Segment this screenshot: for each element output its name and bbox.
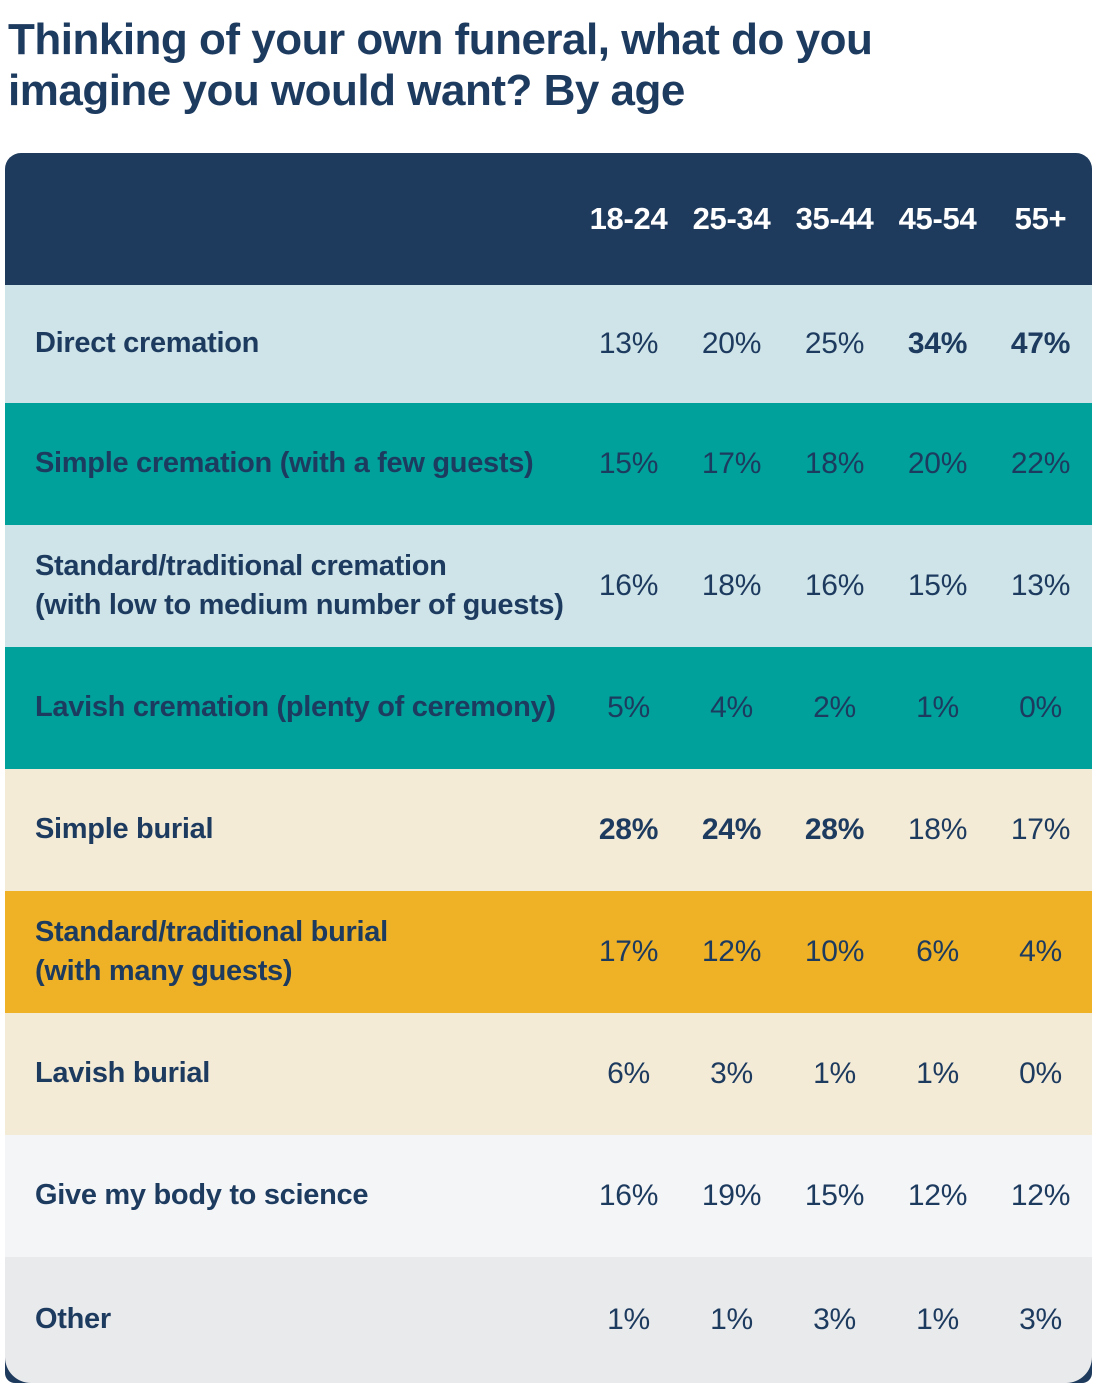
value-cell: 20%	[907, 446, 968, 480]
column-header-25-34: 25-34	[692, 200, 771, 236]
value-cell: 1%	[710, 1302, 753, 1336]
table-row-lavish-burial: Lavish burial 6% 3% 1% 1% 0%	[5, 1012, 1092, 1135]
value-cell: 3%	[813, 1302, 856, 1336]
table-row-standard-cremation: Standard/traditional cremation (with low…	[5, 524, 1092, 647]
value-cell: 25%	[804, 326, 865, 360]
value-cell: 2%	[813, 690, 856, 724]
value-cell: 13%	[598, 326, 659, 360]
value-cell: 34%	[907, 326, 968, 360]
value-cell: 17%	[1010, 812, 1071, 846]
value-cell: 1%	[916, 1302, 959, 1336]
value-cell: 18%	[804, 446, 865, 480]
column-header-35-44: 35-44	[795, 200, 874, 236]
value-cell: 12%	[1010, 1178, 1071, 1212]
table-row-other: Other 1% 1% 3% 1% 3%	[5, 1256, 1092, 1383]
value-cell: 16%	[598, 1178, 659, 1212]
funeral-preferences-table: 18-24 25-34 35-44 45-54 55+ Direct crema…	[5, 152, 1092, 1383]
row-label: Give my body to science	[35, 1179, 369, 1212]
column-header-55plus: 55+	[1014, 200, 1067, 236]
value-cell: 18%	[701, 568, 762, 602]
value-cell: 0%	[1019, 690, 1062, 724]
value-cell: 17%	[701, 446, 762, 480]
row-label: Standard/traditional burial (with many g…	[35, 915, 388, 987]
row-label: Lavish cremation (plenty of ceremony)	[35, 691, 556, 724]
value-cell: 19%	[701, 1178, 762, 1212]
table-row-lavish-cremation: Lavish cremation (plenty of ceremony) 5%…	[5, 646, 1092, 769]
table-header-row: 18-24 25-34 35-44 45-54 55+	[5, 153, 1092, 285]
value-cell: 47%	[1010, 326, 1071, 360]
column-header-18-24: 18-24	[589, 200, 668, 236]
value-cell: 13%	[1010, 568, 1071, 602]
value-cell: 3%	[710, 1056, 753, 1090]
value-cell: 12%	[907, 1178, 968, 1212]
row-label: Standard/traditional cremation (with low…	[35, 549, 564, 621]
page-title: Thinking of your own funeral, what do yo…	[8, 15, 873, 116]
value-cell: 16%	[598, 568, 659, 602]
row-label: Simple burial	[35, 813, 214, 846]
column-header-45-54: 45-54	[898, 200, 977, 236]
value-cell: 1%	[916, 690, 959, 724]
value-cell: 1%	[916, 1056, 959, 1090]
value-cell: 6%	[916, 934, 959, 968]
table-row-body-to-science: Give my body to science 16% 19% 15% 12% …	[5, 1134, 1092, 1257]
value-cell: 20%	[701, 326, 762, 360]
value-cell: 10%	[804, 934, 865, 968]
value-cell: 0%	[1019, 1056, 1062, 1090]
value-cell: 22%	[1010, 446, 1071, 480]
value-cell: 24%	[701, 812, 762, 846]
value-cell: 6%	[607, 1056, 650, 1090]
value-cell: 17%	[598, 934, 659, 968]
value-cell: 16%	[804, 568, 865, 602]
row-label: Direct cremation	[35, 327, 260, 360]
value-cell: 18%	[907, 812, 968, 846]
row-label: Simple cremation (with a few guests)	[35, 447, 534, 480]
row-label: Other	[35, 1303, 111, 1336]
table-row-direct-cremation: Direct cremation 13% 20% 25% 34% 47%	[5, 284, 1092, 403]
value-cell: 4%	[1019, 934, 1062, 968]
table-row-standard-burial: Standard/traditional burial (with many g…	[5, 890, 1092, 1013]
value-cell: 5%	[607, 690, 650, 724]
table-row-simple-burial: Simple burial 28% 24% 28% 18% 17%	[5, 768, 1092, 891]
value-cell: 15%	[598, 446, 659, 480]
value-cell: 15%	[804, 1178, 865, 1212]
value-cell: 1%	[813, 1056, 856, 1090]
value-cell: 28%	[598, 812, 659, 846]
value-cell: 1%	[607, 1302, 650, 1336]
value-cell: 4%	[710, 690, 753, 724]
value-cell: 12%	[701, 934, 762, 968]
value-cell: 15%	[907, 568, 968, 602]
table-row-simple-cremation: Simple cremation (with a few guests) 15%…	[5, 402, 1092, 525]
value-cell: 28%	[804, 812, 865, 846]
value-cell: 3%	[1019, 1302, 1062, 1336]
row-label: Lavish burial	[35, 1057, 210, 1090]
